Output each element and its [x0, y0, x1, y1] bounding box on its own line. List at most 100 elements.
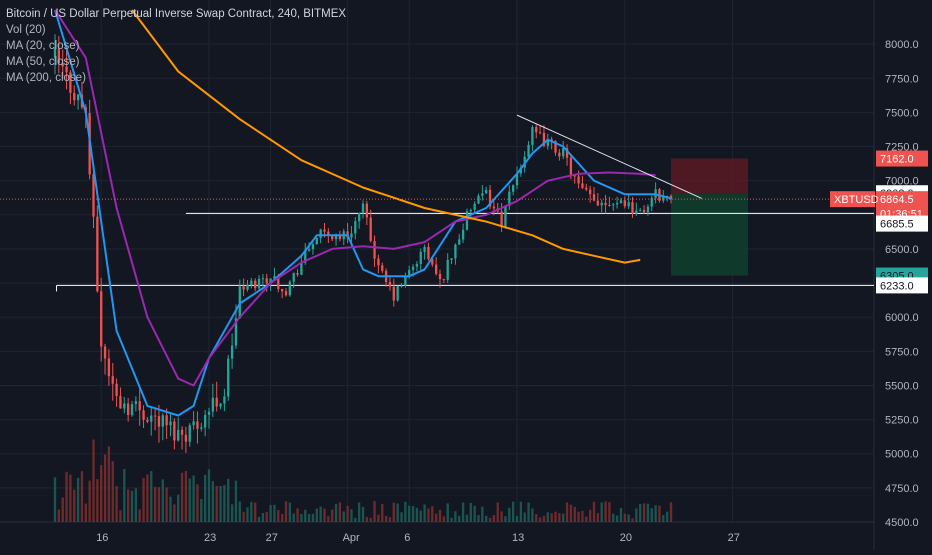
candle-body[interactable] — [153, 415, 157, 417]
candle-body[interactable] — [138, 401, 141, 411]
candle-body[interactable] — [662, 196, 665, 201]
candle-body[interactable] — [142, 410, 145, 420]
candle-body[interactable] — [92, 174, 95, 217]
candle-body[interactable] — [230, 345, 234, 359]
candle-body[interactable] — [250, 280, 253, 285]
candle-body[interactable] — [184, 434, 188, 442]
candle-body[interactable] — [646, 206, 650, 213]
candle-body[interactable] — [631, 202, 634, 214]
candle-body[interactable] — [315, 238, 318, 245]
candle-body[interactable] — [450, 258, 453, 260]
candle-body[interactable] — [215, 397, 218, 407]
candle-body[interactable] — [211, 397, 215, 412]
candle-body[interactable] — [381, 265, 384, 271]
candle-body[interactable] — [650, 197, 653, 207]
candle-body[interactable] — [446, 259, 449, 280]
ma-line-0[interactable] — [54, 9, 672, 417]
candle-body[interactable] — [458, 239, 461, 245]
candle-body[interactable] — [130, 404, 134, 415]
candle-body[interactable] — [623, 200, 626, 207]
candle-body[interactable] — [111, 376, 114, 384]
candle-body[interactable] — [273, 275, 276, 279]
candle-body[interactable] — [546, 139, 549, 146]
candle-body[interactable] — [588, 189, 592, 195]
candle-body[interactable] — [227, 358, 230, 397]
candle-body[interactable] — [288, 281, 292, 296]
candle-body[interactable] — [319, 229, 322, 239]
candle-body[interactable] — [65, 66, 68, 73]
candle-body[interactable] — [254, 280, 257, 289]
candle-body[interactable] — [338, 234, 342, 240]
candle-body[interactable] — [269, 278, 272, 284]
candle-body[interactable] — [461, 229, 465, 240]
candle-body[interactable] — [161, 415, 164, 427]
candle-body[interactable] — [535, 127, 538, 133]
candle-body[interactable] — [423, 246, 426, 252]
candle-body[interactable] — [500, 211, 503, 228]
legend-ma20[interactable]: MA (20, close) — [6, 40, 80, 52]
candle-body[interactable] — [511, 185, 515, 192]
candle-body[interactable] — [261, 278, 265, 280]
candle-body[interactable] — [277, 275, 280, 289]
candle-body[interactable] — [180, 429, 184, 435]
candle-body[interactable] — [146, 419, 149, 422]
candle-body[interactable] — [565, 148, 569, 158]
candle-body[interactable] — [165, 415, 168, 426]
candle-body[interactable] — [604, 202, 607, 206]
candle-body[interactable] — [296, 273, 299, 275]
candle-body[interactable] — [323, 229, 326, 232]
candle-body[interactable] — [107, 358, 111, 377]
candle-body[interactable] — [515, 173, 519, 186]
legend-ma200[interactable]: MA (200, close) — [6, 72, 86, 84]
candle-body[interactable] — [331, 235, 334, 240]
candle-body[interactable] — [396, 285, 399, 301]
candle-body[interactable] — [473, 203, 476, 210]
candle-body[interactable] — [377, 258, 380, 266]
candle-body[interactable] — [357, 212, 361, 222]
candle-body[interactable] — [627, 202, 630, 207]
candle-body[interactable] — [300, 262, 303, 275]
candle-body[interactable] — [311, 244, 315, 250]
candle-body[interactable] — [569, 157, 573, 175]
candle-body[interactable] — [434, 264, 438, 274]
take-profit-zone[interactable] — [671, 193, 748, 276]
candle-body[interactable] — [280, 288, 284, 292]
candle-body[interactable] — [53, 48, 57, 58]
candle-body[interactable] — [415, 263, 419, 267]
stop-loss-zone[interactable] — [671, 158, 748, 194]
candle-body[interactable] — [408, 269, 411, 276]
candle-body[interactable] — [115, 383, 118, 396]
candle-body[interactable] — [188, 425, 191, 442]
candle-body[interactable] — [527, 144, 530, 157]
candle-body[interactable] — [265, 278, 268, 284]
candle-body[interactable] — [234, 318, 238, 346]
candle-body[interactable] — [257, 278, 261, 289]
candle-body[interactable] — [219, 403, 222, 407]
ma-line-2[interactable] — [131, 9, 641, 264]
candle-body[interactable] — [134, 401, 138, 405]
candle-body[interactable] — [585, 187, 588, 190]
candle-body[interactable] — [119, 395, 122, 409]
candle-body[interactable] — [350, 233, 353, 238]
candle-body[interactable] — [596, 200, 600, 206]
candle-body[interactable] — [465, 211, 469, 230]
candle-body[interactable] — [504, 206, 507, 228]
candle-body[interactable] — [203, 414, 207, 428]
candle-body[interactable] — [150, 415, 153, 422]
candle-body[interactable] — [577, 176, 580, 184]
candle-body[interactable] — [96, 216, 99, 292]
candle-body[interactable] — [242, 286, 245, 290]
candle-body[interactable] — [639, 209, 642, 211]
candle-body[interactable] — [57, 48, 61, 64]
candle-body[interactable] — [100, 291, 103, 347]
candle-body[interactable] — [608, 205, 611, 207]
candle-body[interactable] — [334, 234, 338, 240]
candle-body[interactable] — [431, 258, 434, 265]
candle-body[interactable] — [123, 403, 126, 409]
legend-ma50[interactable]: MA (50, close) — [6, 56, 80, 68]
candle-body[interactable] — [196, 421, 199, 429]
candle-body[interactable] — [103, 346, 107, 359]
candle-body[interactable] — [126, 403, 130, 415]
candle-body[interactable] — [531, 127, 534, 145]
